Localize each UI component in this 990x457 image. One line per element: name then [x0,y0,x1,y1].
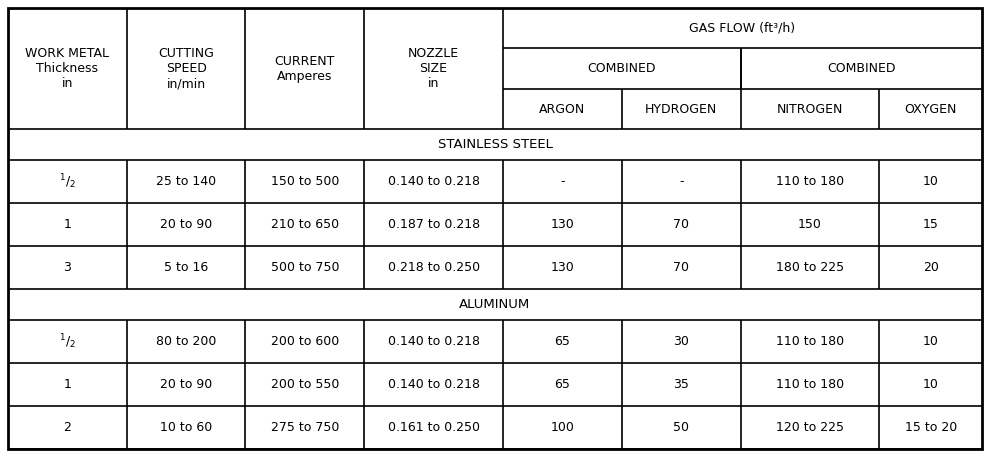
Text: 210 to 650: 210 to 650 [271,218,339,231]
Text: 70: 70 [673,218,689,231]
Text: 0.161 to 0.250: 0.161 to 0.250 [388,421,479,434]
Text: STAINLESS STEEL: STAINLESS STEEL [438,138,552,151]
Text: 10: 10 [923,378,939,391]
Text: 10: 10 [923,175,939,188]
Text: 275 to 750: 275 to 750 [270,421,339,434]
Text: 15: 15 [923,218,939,231]
Text: NITROGEN: NITROGEN [777,103,843,116]
Text: 150 to 500: 150 to 500 [270,175,339,188]
Text: 180 to 225: 180 to 225 [776,261,844,274]
Text: COMBINED: COMBINED [827,62,896,75]
Text: -: - [679,175,683,188]
Text: 110 to 180: 110 to 180 [776,175,844,188]
Text: 80 to 200: 80 to 200 [155,335,216,348]
Text: 200 to 550: 200 to 550 [270,378,339,391]
Text: 20: 20 [923,261,939,274]
Text: 120 to 225: 120 to 225 [776,421,843,434]
Text: -: - [560,175,564,188]
Text: 65: 65 [554,335,570,348]
Text: 500 to 750: 500 to 750 [270,261,340,274]
Text: 1: 1 [63,378,71,391]
Text: 200 to 600: 200 to 600 [270,335,339,348]
Text: 35: 35 [673,378,689,391]
Text: WORK METAL
Thickness
in: WORK METAL Thickness in [26,47,109,90]
Text: 20 to 90: 20 to 90 [160,218,212,231]
Text: 70: 70 [673,261,689,274]
Text: 110 to 180: 110 to 180 [776,378,844,391]
Text: 20 to 90: 20 to 90 [160,378,212,391]
Text: 2: 2 [63,421,71,434]
Text: 110 to 180: 110 to 180 [776,335,844,348]
Text: NOZZLE
SIZE
in: NOZZLE SIZE in [408,47,459,90]
Text: 150: 150 [798,218,822,231]
Text: 65: 65 [554,378,570,391]
Text: 0.187 to 0.218: 0.187 to 0.218 [387,218,480,231]
Text: OXYGEN: OXYGEN [905,103,957,116]
Text: 15 to 20: 15 to 20 [905,421,956,434]
Text: 0.140 to 0.218: 0.140 to 0.218 [388,175,479,188]
Text: CUTTING
SPEED
in/min: CUTTING SPEED in/min [158,47,214,90]
Text: 130: 130 [550,261,574,274]
Text: 50: 50 [673,421,689,434]
Text: 10 to 60: 10 to 60 [160,421,212,434]
Text: 3: 3 [63,261,71,274]
Text: HYDROGEN: HYDROGEN [645,103,718,116]
Text: 100: 100 [550,421,574,434]
Text: COMBINED: COMBINED [587,62,656,75]
Text: $^1/_2$: $^1/_2$ [58,172,76,191]
Text: CURRENT
Amperes: CURRENT Amperes [274,55,335,83]
Text: 1: 1 [63,218,71,231]
Text: $^1/_2$: $^1/_2$ [58,332,76,351]
Text: 0.140 to 0.218: 0.140 to 0.218 [388,378,479,391]
Text: 5 to 16: 5 to 16 [164,261,208,274]
Text: GAS FLOW (ft³/h): GAS FLOW (ft³/h) [689,22,796,35]
Text: ARGON: ARGON [540,103,585,116]
Text: 10: 10 [923,335,939,348]
Text: 30: 30 [673,335,689,348]
Text: 0.218 to 0.250: 0.218 to 0.250 [387,261,480,274]
Text: 0.140 to 0.218: 0.140 to 0.218 [388,335,479,348]
Text: 25 to 140: 25 to 140 [156,175,216,188]
Text: ALUMINUM: ALUMINUM [459,298,531,311]
Text: 130: 130 [550,218,574,231]
